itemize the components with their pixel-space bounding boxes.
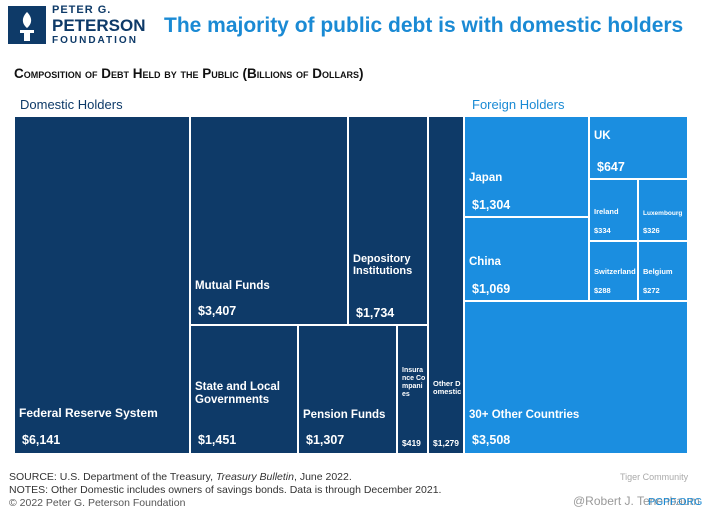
tile-label: China [469, 255, 501, 268]
headline: The majority of public debt is with dome… [164, 14, 684, 37]
tile-label: 30+ Other Countries [469, 408, 580, 421]
watermark-community: Tiger Community [620, 472, 689, 482]
logo-line-1: PETER G. [52, 4, 112, 16]
tile-value: $1,279 [433, 438, 459, 448]
tile-value: $3,407 [198, 304, 237, 318]
tile-label: Ireland [594, 207, 619, 217]
tile-pension-funds: Pension Funds $1,307 [298, 325, 397, 454]
tile-switzerland: Switzerland $288 [589, 241, 638, 301]
tile-ireland: Ireland $334 [589, 179, 638, 241]
logo-line-2: PETERSON [52, 16, 146, 35]
tile-value: $326 [643, 226, 660, 235]
tile-value: $419 [402, 438, 421, 448]
tile-value: $1,307 [306, 433, 345, 447]
tile-depository-institutions: Depository Institutions $1,734 [348, 116, 428, 325]
pgpf-logo: PETER G. PETERSON FOUNDATION [8, 4, 150, 46]
logo-line-3: FOUNDATION [52, 35, 138, 46]
tile-label: Switzerland [594, 267, 636, 277]
source-suffix: , June 2022. [293, 471, 352, 483]
tile-other-domestic: Other Domestic $1,279 [428, 116, 464, 454]
tile-luxembourg: Luxembourg $326 [638, 179, 688, 241]
foreign-holders-label: Foreign Holders [472, 97, 565, 112]
tile-30-other-countries: 30+ Other Countries $3,508 [464, 301, 688, 454]
tile-value: $3,508 [472, 433, 511, 447]
notes: NOTES: Other Domestic includes owners of… [9, 484, 442, 496]
torch-icon [8, 6, 46, 44]
tile-label: Depository Institutions [353, 252, 413, 278]
domestic-holders-label: Domestic Holders [20, 97, 123, 112]
tile-mutual-funds: Mutual Funds $3,407 [190, 116, 348, 325]
tile-label: Insurance Companies [402, 366, 426, 398]
tile-insurance-companies: Insurance Companies $419 [397, 325, 428, 454]
tile-federal-reserve-system: Federal Reserve System $6,141 [14, 116, 190, 454]
tile-belgium: Belgium $272 [638, 241, 688, 301]
tile-label: Japan [469, 171, 503, 184]
tile-label: Other Domestic [433, 378, 462, 397]
tile-label: Belgium [643, 267, 673, 277]
copyright: © 2022 Peter G. Peterson Foundation [9, 497, 186, 509]
tile-value: $1,451 [198, 433, 237, 447]
source-prefix: SOURCE: U.S. Department of the Treasury, [9, 471, 216, 483]
watermark-author: @Robert J. Tenenbaum [573, 494, 700, 508]
tile-value: $1,734 [356, 306, 395, 320]
tile-label: Federal Reserve System [19, 406, 158, 421]
tile-value: $334 [594, 226, 611, 235]
tile-label: UK [594, 129, 611, 142]
tile-value: $6,141 [22, 433, 61, 447]
source-note: SOURCE: U.S. Department of the Treasury,… [9, 471, 352, 483]
source-title: Treasury Bulletin [215, 471, 294, 483]
tile-value: $647 [597, 160, 625, 174]
tile-china: China $1,069 [464, 217, 589, 301]
tile-label: Luxembourg [643, 209, 683, 217]
tile-label: Mutual Funds [195, 279, 270, 292]
tile-uk: UK $647 [589, 116, 688, 179]
tile-value: $288 [594, 286, 611, 295]
site-link[interactable]: PGPF.ORG [648, 496, 703, 508]
tile-value: $1,304 [472, 198, 511, 212]
tile-state-and-local-governments: State and Local Governments $1,451 [190, 325, 298, 454]
tile-value: $272 [643, 286, 660, 295]
tile-label: State and Local Governments [195, 380, 280, 406]
tile-value: $1,069 [472, 282, 511, 296]
tile-label: Pension Funds [303, 408, 386, 421]
tile-japan: Japan $1,304 [464, 116, 589, 217]
chart-title: Composition of Debt Held by the Public (… [14, 66, 364, 81]
